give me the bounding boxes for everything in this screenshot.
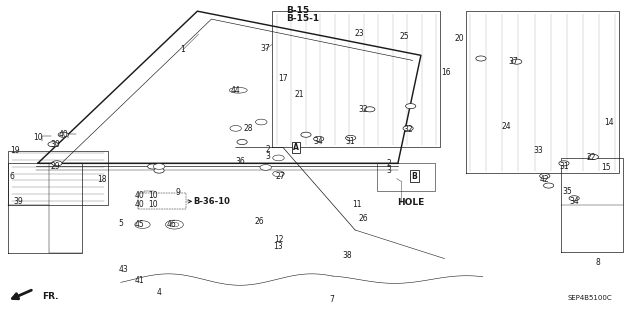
Text: 34: 34 — [314, 137, 324, 145]
Circle shape — [52, 161, 62, 166]
Text: 19: 19 — [10, 146, 20, 155]
Text: 17: 17 — [278, 74, 288, 83]
Circle shape — [58, 132, 68, 137]
Text: 40: 40 — [135, 190, 145, 200]
Circle shape — [255, 119, 267, 125]
Text: 34: 34 — [570, 197, 579, 206]
Text: A: A — [292, 143, 299, 152]
Circle shape — [406, 104, 416, 109]
Text: 9: 9 — [176, 188, 180, 197]
Text: B: B — [412, 172, 417, 181]
Circle shape — [569, 196, 579, 201]
Text: 16: 16 — [442, 68, 451, 77]
Text: 31: 31 — [346, 137, 355, 145]
Text: 2: 2 — [387, 159, 391, 168]
Text: 42: 42 — [540, 175, 550, 184]
Text: 29: 29 — [50, 162, 60, 171]
Text: 6: 6 — [10, 173, 15, 182]
Text: 44: 44 — [231, 86, 241, 95]
Circle shape — [154, 164, 165, 169]
Text: 33: 33 — [534, 146, 543, 155]
Circle shape — [346, 135, 356, 140]
Text: B-36-10: B-36-10 — [193, 197, 230, 206]
Text: 10: 10 — [148, 200, 157, 209]
Text: 15: 15 — [602, 163, 611, 172]
Circle shape — [540, 174, 550, 179]
Text: 26: 26 — [358, 214, 368, 223]
Text: 21: 21 — [295, 90, 304, 99]
Text: 7: 7 — [329, 295, 334, 304]
Circle shape — [48, 142, 58, 147]
Text: 1: 1 — [180, 45, 185, 55]
Circle shape — [154, 168, 164, 173]
Text: 2: 2 — [265, 145, 270, 154]
Text: 40: 40 — [135, 200, 145, 209]
Text: 26: 26 — [255, 217, 264, 226]
Text: B-15-1: B-15-1 — [286, 14, 319, 23]
Text: 40: 40 — [58, 130, 68, 139]
Bar — [378, 163, 435, 191]
Text: HOLE: HOLE — [397, 198, 424, 207]
Text: 46: 46 — [167, 220, 177, 229]
Text: 30: 30 — [50, 140, 60, 149]
Text: 5: 5 — [118, 219, 123, 228]
Text: FR.: FR. — [42, 292, 59, 301]
Text: 3: 3 — [265, 152, 270, 161]
Text: B-15: B-15 — [286, 6, 309, 15]
Bar — [138, 194, 186, 209]
Text: 35: 35 — [563, 187, 573, 197]
Text: 14: 14 — [604, 117, 614, 127]
Circle shape — [559, 161, 569, 166]
Text: 37: 37 — [508, 57, 518, 66]
Text: 28: 28 — [244, 124, 253, 133]
Circle shape — [273, 155, 284, 161]
Circle shape — [148, 164, 158, 169]
Circle shape — [543, 183, 554, 188]
Text: 12: 12 — [274, 235, 284, 244]
Text: 38: 38 — [342, 251, 351, 260]
Text: 39: 39 — [13, 197, 24, 206]
Text: 11: 11 — [352, 200, 362, 209]
Text: 27: 27 — [276, 173, 285, 182]
Text: 32: 32 — [358, 105, 368, 114]
Circle shape — [301, 132, 311, 137]
Text: 25: 25 — [399, 32, 409, 41]
Circle shape — [403, 126, 413, 131]
Circle shape — [314, 136, 324, 141]
Text: 10: 10 — [148, 190, 157, 200]
Circle shape — [230, 125, 241, 131]
Text: 22: 22 — [587, 153, 596, 162]
Text: 32: 32 — [403, 125, 413, 134]
Text: 23: 23 — [355, 29, 364, 38]
Circle shape — [588, 154, 598, 160]
Circle shape — [365, 107, 375, 112]
Text: 37: 37 — [261, 44, 271, 54]
Text: 20: 20 — [454, 34, 464, 43]
Text: 43: 43 — [118, 264, 128, 274]
Text: 13: 13 — [274, 242, 284, 251]
Circle shape — [237, 139, 247, 145]
Text: 10: 10 — [33, 133, 42, 142]
Text: 24: 24 — [502, 122, 511, 131]
Text: SEP4B5100C: SEP4B5100C — [568, 295, 612, 301]
Text: 31: 31 — [559, 162, 569, 171]
Text: 41: 41 — [135, 276, 145, 285]
Circle shape — [273, 171, 284, 177]
Circle shape — [511, 59, 522, 64]
Circle shape — [476, 56, 486, 61]
Circle shape — [260, 165, 271, 170]
Text: 8: 8 — [595, 258, 600, 267]
Text: 3: 3 — [387, 166, 392, 175]
Text: 36: 36 — [236, 157, 245, 166]
Text: 45: 45 — [135, 220, 145, 229]
Text: 18: 18 — [97, 175, 106, 184]
Text: 4: 4 — [157, 288, 161, 297]
